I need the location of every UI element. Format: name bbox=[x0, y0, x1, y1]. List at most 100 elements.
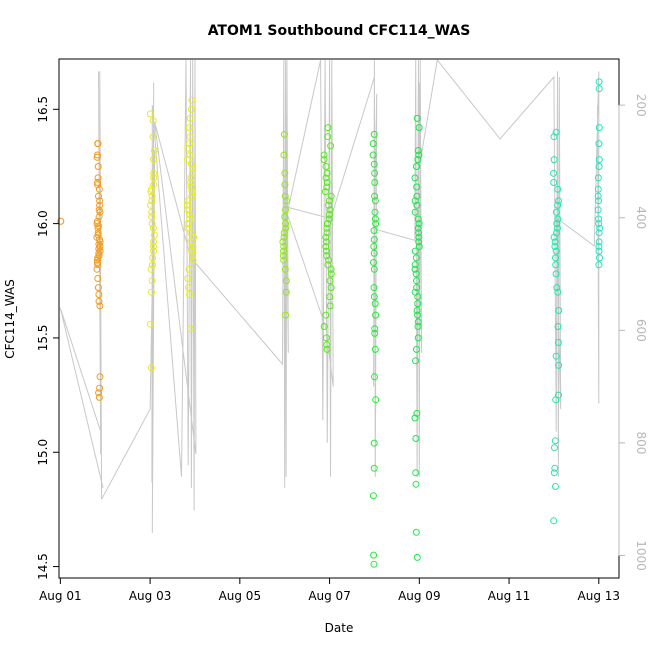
data-point bbox=[412, 528, 420, 536]
data-point bbox=[283, 197, 290, 205]
data-point bbox=[326, 293, 334, 301]
data-point bbox=[150, 156, 157, 164]
data-point bbox=[371, 169, 379, 177]
data-point bbox=[323, 183, 331, 191]
flight-series bbox=[93, 140, 104, 401]
data-point bbox=[281, 265, 289, 273]
data-point bbox=[326, 206, 334, 214]
data-point bbox=[370, 249, 378, 257]
data-point bbox=[282, 220, 290, 228]
data-point bbox=[413, 201, 421, 209]
data-point bbox=[94, 254, 102, 262]
data-point bbox=[185, 124, 193, 132]
data-point bbox=[415, 233, 423, 241]
data-point bbox=[595, 243, 603, 250]
data-point bbox=[552, 208, 560, 216]
data-point bbox=[93, 265, 101, 273]
data-point bbox=[323, 252, 331, 260]
data-point bbox=[550, 469, 558, 477]
data-point bbox=[323, 169, 331, 177]
x-axis-label: Date bbox=[325, 621, 354, 635]
data-point bbox=[595, 197, 603, 205]
data-point bbox=[149, 261, 156, 269]
data-point bbox=[147, 288, 155, 296]
data-point bbox=[411, 247, 419, 255]
y-tick-label: 16.5 bbox=[36, 96, 50, 123]
x-axis: Aug 01 Aug 03 Aug 05 Aug 07 Aug 09 Aug 11 Aug … bbox=[39, 578, 620, 603]
data-point bbox=[595, 215, 603, 223]
data-point bbox=[149, 133, 157, 141]
data-point bbox=[187, 174, 195, 182]
data-point bbox=[95, 249, 103, 257]
data-point bbox=[414, 224, 422, 232]
x-tick-label: Aug 07 bbox=[308, 589, 351, 603]
data-point bbox=[414, 318, 422, 326]
data-point bbox=[552, 254, 559, 262]
data-point bbox=[554, 224, 561, 232]
data-point bbox=[414, 215, 422, 223]
data-point bbox=[320, 156, 328, 164]
data-point bbox=[149, 224, 157, 232]
data-point bbox=[371, 215, 379, 223]
data-point bbox=[595, 163, 603, 170]
data-point bbox=[554, 339, 562, 346]
data-point bbox=[189, 256, 197, 264]
data-point bbox=[414, 311, 422, 319]
data-point bbox=[186, 325, 194, 333]
data-point bbox=[96, 384, 104, 392]
data-point bbox=[554, 215, 562, 223]
data-point bbox=[596, 224, 604, 232]
data-point bbox=[148, 277, 156, 285]
data-point bbox=[554, 185, 562, 193]
data-point bbox=[552, 352, 560, 360]
data-point bbox=[370, 265, 378, 273]
data-point bbox=[150, 174, 158, 182]
data-point bbox=[411, 265, 419, 273]
data-point bbox=[324, 133, 332, 141]
data-point bbox=[370, 130, 378, 138]
data-point bbox=[327, 265, 335, 273]
y-tick-label: 15.5 bbox=[36, 325, 50, 352]
data-point bbox=[322, 233, 330, 241]
data-point bbox=[187, 105, 195, 113]
data-point bbox=[555, 197, 562, 205]
data-point bbox=[322, 311, 330, 319]
data-point bbox=[96, 197, 104, 205]
data-point bbox=[184, 275, 192, 282]
data-point bbox=[552, 261, 560, 269]
data-point bbox=[369, 492, 377, 500]
data-point bbox=[150, 231, 158, 239]
data-point bbox=[370, 243, 378, 250]
data-point bbox=[370, 551, 378, 559]
data-point bbox=[93, 153, 101, 161]
data-point bbox=[370, 464, 378, 472]
data-point bbox=[325, 215, 333, 223]
data-point bbox=[413, 277, 420, 285]
data-point bbox=[550, 179, 558, 186]
data-point bbox=[322, 243, 330, 250]
data-point bbox=[96, 201, 104, 209]
data-point bbox=[280, 130, 288, 138]
data-point bbox=[594, 192, 602, 200]
data-points-layer bbox=[57, 78, 604, 568]
data-point bbox=[414, 334, 422, 342]
data-point bbox=[411, 208, 419, 216]
flight-series bbox=[550, 128, 563, 525]
data-point bbox=[413, 183, 421, 191]
data-point bbox=[415, 220, 423, 228]
data-point bbox=[148, 220, 156, 228]
data-point bbox=[96, 373, 104, 381]
data-point bbox=[189, 243, 197, 250]
data-point bbox=[550, 133, 558, 141]
data-point bbox=[327, 270, 335, 278]
data-point bbox=[188, 192, 196, 200]
data-point bbox=[412, 435, 420, 442]
flight-series bbox=[594, 78, 604, 269]
right-tick-label: 800 bbox=[634, 431, 648, 454]
data-point bbox=[282, 311, 289, 319]
data-point bbox=[595, 229, 603, 237]
data-point bbox=[594, 185, 602, 193]
y-tick-label: 15.0 bbox=[36, 439, 50, 466]
